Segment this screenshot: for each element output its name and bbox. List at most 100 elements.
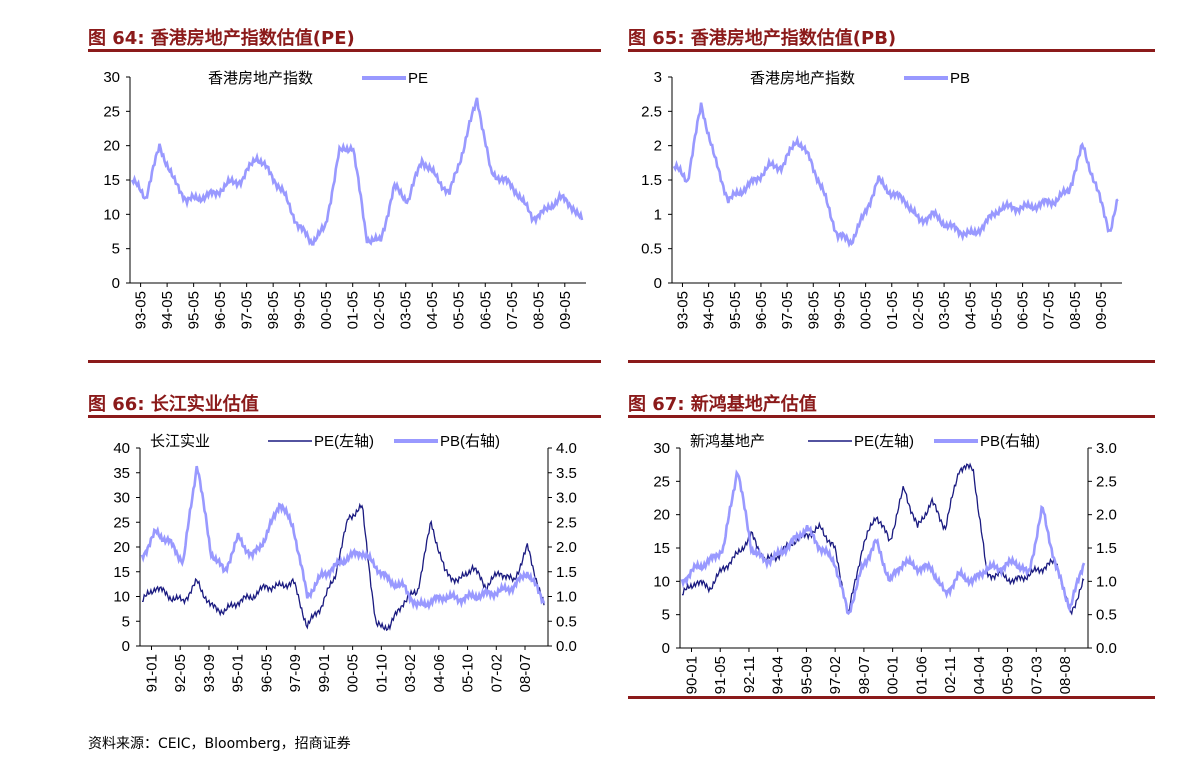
x-tick-label: 00-01 [885,656,902,694]
y-tick-label: 40 [113,440,130,457]
x-tick-label: 93-05 [133,291,150,329]
x-tick-label: 94-05 [159,291,176,329]
y2-tick-label: 2.5 [556,514,577,531]
x-tick-label: 00-05 [858,291,875,329]
x-tick-label: 04-06 [431,654,448,692]
y2-tick-label: 1.0 [556,589,577,606]
x-tick-label: 92-05 [172,654,189,692]
legend-label: PE(左轴) [854,433,914,450]
y2-tick-label: 0.5 [1096,607,1117,624]
y2-tick-label: 1.0 [1096,573,1117,590]
series-line [130,97,584,246]
x-tick-label: 09-05 [557,291,574,329]
y-tick-label: 25 [653,473,670,490]
x-tick-label: 05-10 [460,654,477,692]
chart-annotation: 香港房地产指数 [208,70,313,87]
x-tick-label: 07-03 [1028,656,1045,694]
x-tick-label: 04-05 [424,291,441,329]
x-tick-label: 00-05 [318,291,335,329]
y-tick-label: 20 [653,507,670,524]
x-tick-label: 92-11 [741,656,758,693]
x-tick-label: 93-05 [674,291,691,329]
y-tick-label: 10 [653,573,670,590]
x-tick-label: 06-05 [1015,291,1032,329]
x-tick-label: 02-05 [371,291,388,329]
y2-tick-label: 0.0 [556,638,577,655]
y2-tick-label: 3.0 [1096,440,1117,457]
x-tick-label: 04-04 [971,656,988,694]
x-tick-label: 96-05 [753,291,770,329]
panel-title: 图 64: 香港房地产指数估值(PE) [88,28,355,49]
y2-tick-label: 2.5 [1096,473,1117,490]
x-tick-label: 05-09 [1000,656,1017,694]
y-tick-label: 0 [112,275,120,292]
series-line [672,102,1119,248]
x-tick-label: 01-05 [345,291,362,329]
x-tick-label: 01-10 [373,654,390,692]
x-tick-label: 03-02 [402,654,419,692]
x-tick-label: 05-05 [451,291,468,329]
x-tick-label: 05-05 [988,291,1005,329]
y-tick-label: 15 [653,540,670,557]
x-tick-label: 94-04 [770,656,787,694]
y-tick-label: 30 [113,490,130,507]
bottom-rule [628,696,1155,699]
y-tick-label: 15 [113,564,130,581]
x-tick-label: 97-02 [827,656,844,694]
x-tick-label: 97-09 [287,654,304,692]
x-tick-label: 08-07 [517,654,534,692]
panel-title: 图 65: 香港房地产指数估值(PB) [628,28,897,49]
x-tick-label: 91-05 [712,656,729,694]
x-tick-label: 97-05 [239,291,256,329]
y-tick-label: 0.5 [641,241,662,258]
x-tick-label: 99-05 [292,291,309,329]
x-tick-label: 07-02 [488,654,505,692]
y-tick-label: 0 [654,275,662,292]
y-tick-label: 5 [122,613,130,630]
y-tick-label: 35 [113,465,130,482]
chart-annotation: 新鸿基地产 [690,433,765,450]
chart-pe: 0 5 10 15 20 25 30 93-05 94-05 95-05 96-05 97-05 98-… [103,69,586,329]
y-tick-label: 15 [103,172,120,189]
title-rule [88,415,601,418]
y-tick-label: 5 [112,241,120,258]
panel-title: 图 66: 长江实业估值 [88,394,259,415]
x-tick-label: 99-05 [831,291,848,329]
x-tick-label: 09-05 [1093,291,1110,329]
y-tick-label: 25 [103,103,120,120]
legend-label: PB [950,70,970,87]
y-tick-label: 1.5 [641,172,662,189]
bottom-rule [88,360,601,363]
x-tick-label: 98-05 [265,291,282,329]
series-line [680,469,1086,616]
legend-label: PB(右轴) [980,433,1040,450]
x-tick-label: 95-05 [186,291,203,329]
y2-tick-label: 1.5 [556,564,577,581]
y-tick-label: 2.5 [641,103,662,120]
x-tick-label: 95-05 [727,291,744,329]
y2-tick-label: 2.0 [556,539,577,556]
x-tick-label: 01-06 [913,656,930,694]
title-rule [628,49,1155,52]
y-tick-label: 25 [113,514,130,531]
x-tick-label: 94-05 [701,291,718,329]
x-tick-label: 97-05 [779,291,796,329]
panel-title: 图 67: 新鸿基地产估值 [628,394,817,415]
x-tick-label: 06-05 [477,291,494,329]
x-tick-label: 04-05 [962,291,979,329]
y-tick-label: 5 [662,607,670,624]
y2-tick-label: 0.5 [556,613,577,630]
y-tick-label: 20 [113,539,130,556]
x-tick-label: 02-11 [942,656,959,693]
x-tick-label: 07-05 [504,291,521,329]
y-tick-label: 2 [654,138,662,155]
chart-annotation: 长江实业 [150,433,210,450]
y-tick-label: 10 [103,206,120,223]
bottom-rule [628,360,1155,363]
x-tick-label: 02-05 [910,291,927,329]
x-tick-label: 96-05 [258,654,275,692]
x-tick-label: 08-05 [530,291,547,329]
x-tick-label: 01-05 [884,291,901,329]
y-tick-label: 3 [654,69,662,86]
panel-pe: 图 64: 香港房地产指数估值(PE) 0 5 10 15 20 25 30 93-05 94-… [88,24,601,369]
